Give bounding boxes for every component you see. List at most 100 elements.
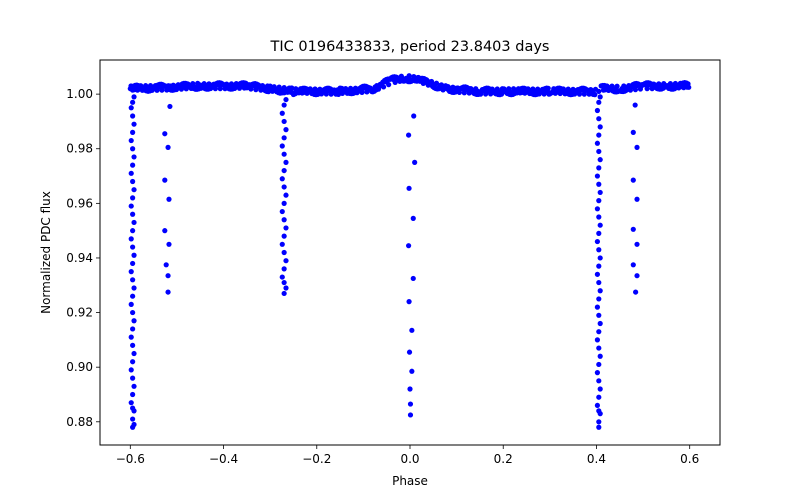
data-point bbox=[130, 178, 136, 185]
data-point bbox=[597, 94, 603, 100]
data-point bbox=[281, 233, 287, 239]
baseline-point bbox=[483, 91, 489, 97]
data-point bbox=[130, 211, 136, 217]
data-point bbox=[596, 99, 602, 105]
data-point bbox=[630, 262, 636, 268]
baseline-point bbox=[335, 91, 342, 98]
data-point bbox=[131, 383, 137, 389]
data-point bbox=[594, 337, 601, 343]
x-tick-label: 0.0 bbox=[400, 452, 419, 466]
y-tick-label: 0.90 bbox=[66, 360, 93, 374]
data-point bbox=[409, 327, 415, 333]
data-point bbox=[281, 135, 287, 141]
data-point bbox=[130, 162, 136, 168]
data-point bbox=[596, 424, 602, 430]
data-point bbox=[630, 226, 636, 232]
data-point bbox=[130, 113, 136, 119]
baseline-point bbox=[632, 87, 639, 93]
data-point bbox=[130, 195, 136, 201]
data-point bbox=[597, 288, 603, 294]
baseline-point bbox=[253, 87, 259, 93]
data-point bbox=[596, 263, 602, 269]
x-axis-label: Phase bbox=[392, 474, 428, 488]
data-point bbox=[596, 214, 602, 220]
data-point bbox=[410, 215, 416, 221]
data-point bbox=[632, 102, 638, 108]
data-point bbox=[406, 185, 412, 191]
data-point bbox=[594, 140, 601, 146]
data-point bbox=[283, 192, 289, 198]
x-tick-label: −0.2 bbox=[302, 452, 331, 466]
data-point bbox=[596, 148, 602, 155]
data-point bbox=[594, 304, 601, 310]
y-tick-label: 0.88 bbox=[66, 415, 93, 429]
baseline-point bbox=[392, 79, 398, 86]
data-point bbox=[130, 129, 136, 135]
baseline-point bbox=[217, 86, 223, 92]
data-point bbox=[166, 241, 172, 247]
data-point bbox=[597, 189, 603, 196]
y-tick-label: 0.98 bbox=[66, 142, 93, 156]
data-point bbox=[131, 121, 137, 127]
data-point bbox=[166, 196, 172, 202]
data-point bbox=[130, 375, 136, 381]
data-point bbox=[128, 203, 134, 209]
data-point bbox=[597, 386, 603, 392]
data-point bbox=[283, 159, 289, 165]
data-point bbox=[594, 271, 601, 277]
data-point bbox=[131, 94, 137, 100]
data-point bbox=[596, 394, 602, 400]
data-point bbox=[128, 236, 134, 242]
data-point bbox=[406, 132, 412, 138]
data-point bbox=[128, 301, 134, 307]
baseline-point bbox=[592, 92, 598, 98]
y-tick-label: 0.92 bbox=[66, 306, 93, 320]
data-point bbox=[279, 143, 285, 149]
baseline-point bbox=[364, 89, 370, 95]
data-point bbox=[630, 177, 636, 183]
baseline-point bbox=[359, 89, 365, 95]
data-point bbox=[165, 273, 171, 279]
data-point bbox=[597, 124, 603, 130]
data-point bbox=[130, 342, 136, 348]
data-point bbox=[281, 290, 287, 297]
data-point bbox=[130, 359, 136, 365]
data-point bbox=[597, 222, 603, 228]
baseline-point bbox=[609, 83, 615, 89]
data-point bbox=[597, 255, 603, 261]
baseline-point bbox=[380, 84, 387, 90]
data-point bbox=[596, 312, 602, 318]
y-tick-label: 1.00 bbox=[66, 87, 93, 101]
data-point bbox=[283, 225, 289, 231]
data-point bbox=[131, 408, 137, 414]
data-point bbox=[407, 386, 413, 392]
x-axis: −0.6 −0.4 −0.2 0.0 0.2 0.4 0.6 bbox=[116, 445, 699, 466]
data-point bbox=[162, 131, 168, 137]
data-point bbox=[165, 289, 171, 295]
data-point bbox=[596, 345, 602, 351]
data-point bbox=[281, 279, 287, 286]
data-point bbox=[406, 349, 413, 355]
data-point bbox=[407, 401, 414, 407]
data-point bbox=[597, 157, 603, 163]
data-point bbox=[131, 318, 137, 324]
data-point bbox=[634, 144, 640, 150]
data-point bbox=[596, 247, 602, 253]
baseline-point bbox=[386, 82, 392, 88]
data-point bbox=[162, 228, 168, 234]
data-point bbox=[406, 243, 412, 249]
chart-title: TIC 0196433833, period 23.8403 days bbox=[270, 39, 550, 55]
data-point bbox=[594, 206, 601, 212]
data-point bbox=[596, 361, 602, 368]
baseline-point bbox=[289, 85, 295, 91]
data-point bbox=[279, 208, 285, 215]
data-point bbox=[162, 177, 168, 183]
data-point bbox=[281, 167, 287, 174]
y-axis-label: Normalized PDC flux bbox=[39, 191, 53, 314]
data-point bbox=[165, 144, 171, 150]
data-point bbox=[597, 411, 603, 417]
y-tick-label: 0.94 bbox=[66, 251, 93, 265]
data-point bbox=[128, 105, 134, 111]
data-point bbox=[410, 275, 416, 282]
data-point bbox=[131, 285, 137, 291]
